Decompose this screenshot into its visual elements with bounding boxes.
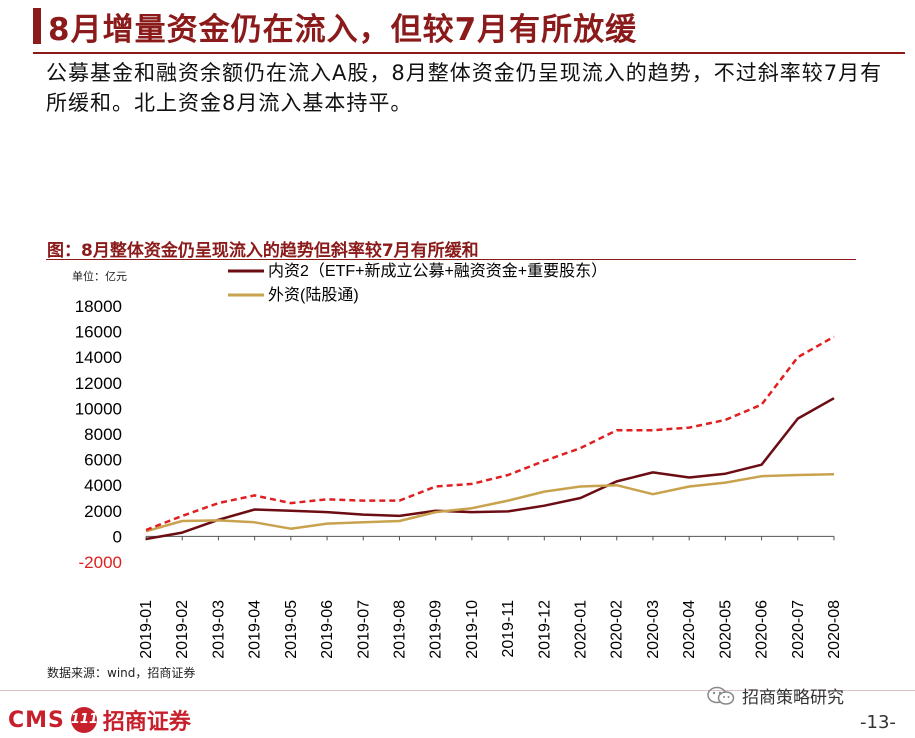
- x-tick-label: 2019-09: [428, 600, 445, 659]
- x-tick-label: 2019-03: [210, 600, 227, 659]
- logo-cn-text: 招商证券: [102, 710, 191, 735]
- x-tick-label: 2020-02: [609, 600, 626, 659]
- x-tick-label: 2020-08: [826, 600, 843, 659]
- y-tick-label: 16000: [75, 323, 122, 342]
- x-tick-label: 2019-10: [464, 600, 481, 659]
- x-tick-label: 2019-06: [319, 600, 336, 659]
- y-tick-label: 8000: [84, 425, 122, 444]
- page-number: -13-: [860, 712, 896, 733]
- x-tick-label: 2019-11: [500, 600, 517, 658]
- chart-title-divider: [46, 259, 856, 260]
- x-tick-label: 2020-01: [573, 600, 590, 659]
- title-divider: [33, 52, 905, 54]
- x-tick-label: 2019-08: [391, 600, 408, 659]
- y-tick-label: 14000: [75, 348, 122, 367]
- company-logo: CMS 111 招商证券: [8, 706, 191, 735]
- x-tick-label: 2019-12: [536, 600, 553, 659]
- x-tick-label: 2019-05: [283, 600, 300, 659]
- title-bar: 8月增量资金仍在流入，但较7月有所放缓: [0, 0, 915, 52]
- wechat-icon: [707, 686, 735, 705]
- y-tick-label: -2000: [79, 553, 122, 572]
- x-tick-label: 2020-05: [717, 600, 734, 659]
- x-tick-label: 2020-04: [681, 600, 698, 659]
- chart-title: 图：8月整体资金仍呈现流入的趋势但斜率较7月有所缓和: [47, 241, 479, 261]
- wechat-watermark: 招商策略研究: [706, 683, 844, 708]
- x-tick-label: 2019-01: [138, 600, 155, 659]
- x-tick-label: 2019-07: [355, 600, 372, 659]
- wechat-label: 招商策略研究: [742, 688, 844, 708]
- line-chart: -2000 0 2000 4000 6000 8000 10000 12000 14000 160…: [75, 262, 843, 659]
- y-tick-label: 6000: [84, 451, 122, 470]
- series-line-1: [145, 397, 835, 541]
- logo-badge-icon: 111: [70, 707, 98, 733]
- y-tick-label: 18000: [75, 297, 122, 316]
- y-tick-label: 0: [113, 527, 122, 546]
- unit-label: 单位：亿元: [72, 270, 127, 283]
- page-title: 8月增量资金仍在流入，但较7月有所放缓: [48, 12, 638, 48]
- y-tick-label: 10000: [75, 399, 122, 418]
- y-tick-label: 4000: [84, 476, 122, 495]
- summary-text: 公募基金和融资余额仍在流入A股，8月整体资金仍呈现流入的趋势，不过斜率较7月有所…: [46, 61, 883, 115]
- x-tick-label: 2019-02: [174, 600, 191, 659]
- x-tick-label: 2019-04: [247, 600, 264, 659]
- series-line-3: [145, 335, 835, 532]
- x-tick-label: 2020-03: [645, 600, 662, 659]
- footer-divider: [0, 690, 915, 691]
- title-accent-bar: [33, 8, 41, 44]
- y-tick-label: 12000: [75, 374, 122, 393]
- legend-label: 内资2（ETF+新成立公募+融资资金+重要股东）: [268, 262, 607, 280]
- legend-label: 外资(陆股通): [268, 286, 359, 304]
- logo-cms-text: CMS: [8, 707, 65, 733]
- source-note: 数据来源：wind，招商证券: [47, 666, 196, 680]
- x-tick-label: 2020-07: [790, 600, 807, 659]
- x-tick-label: 2020-06: [754, 600, 771, 659]
- y-tick-label: 2000: [84, 502, 122, 521]
- series-line-2: [145, 473, 835, 533]
